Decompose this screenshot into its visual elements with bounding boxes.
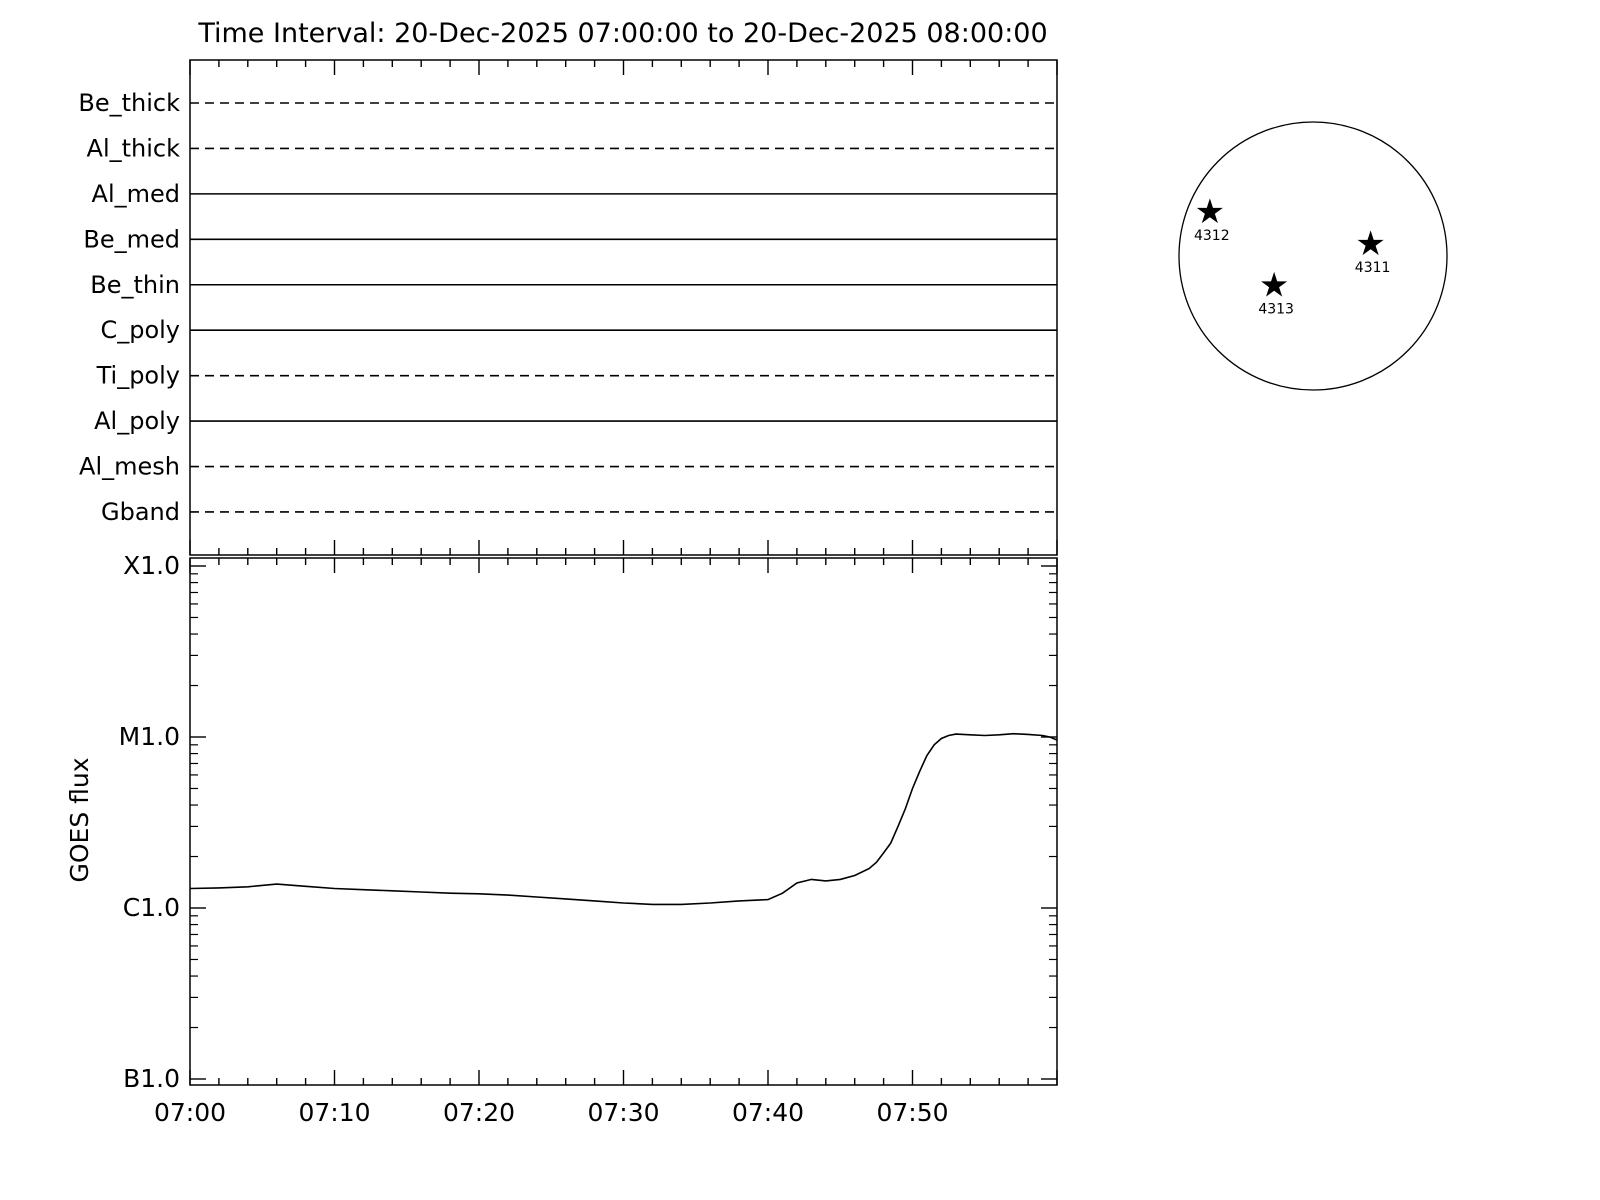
goes-ytick-labels: X1.0 M1.0 C1.0 B1.0	[119, 551, 180, 1093]
flux-tick-label: C1.0	[123, 893, 180, 922]
time-tick-label: 07:50	[876, 1098, 948, 1127]
time-tick-label: 07:10	[298, 1098, 370, 1127]
filter-label: Ti_poly	[96, 362, 180, 390]
goes-ylabel: GOES flux	[65, 757, 94, 882]
plot-title: Time Interval: 20-Dec-2025 07:00:00 to 2…	[197, 18, 1047, 49]
time-tick-label: 07:00	[154, 1098, 226, 1127]
goes-panel-frame	[189, 557, 1058, 1086]
goes-flux-curve	[189, 732, 1058, 906]
goes-axis-ticks	[189, 558, 1058, 1085]
filter-label: C_poly	[100, 316, 180, 344]
filter-label: Be_thick	[78, 89, 180, 117]
filter-label: Al_thick	[87, 134, 181, 162]
active-region-star-icon: ★	[1355, 224, 1385, 264]
active-regions: ★4312 ★4311★4313	[1194, 192, 1390, 318]
filter-label: Be_med	[83, 225, 180, 253]
filter-label: Gband	[101, 498, 180, 526]
goes-xtick-labels: 07:00 07:10 07:20 07:30 07:40 07:50	[154, 1098, 949, 1127]
filter-label: Al_poly	[94, 407, 180, 435]
time-tick-label: 07:20	[443, 1098, 515, 1127]
solar-disk	[1178, 121, 1448, 391]
active-region-star-icon: ★	[1195, 192, 1225, 232]
active-region-label: 4312	[1194, 228, 1230, 244]
active-region-label: 4311	[1355, 260, 1391, 276]
filter-label: Al_mesh	[79, 453, 180, 481]
flux-tick-label: M1.0	[119, 722, 180, 751]
filter-panel-frame	[189, 59, 1058, 556]
flux-tick-label: B1.0	[123, 1064, 180, 1093]
active-region-label: 4313	[1258, 301, 1294, 317]
active-region-star-icon: ★	[1259, 265, 1289, 305]
filter-label: Be_thin	[90, 271, 180, 299]
filter-panel-ticks	[189, 60, 1058, 555]
time-tick-label: 07:40	[732, 1098, 804, 1127]
time-tick-label: 07:30	[587, 1098, 659, 1127]
filter-label: Al_med	[92, 180, 180, 208]
flux-tick-label: X1.0	[123, 551, 180, 580]
filter-rows: Be_thick Al_thick Al_med Be_med Be_thin C_pol…	[78, 89, 1057, 526]
